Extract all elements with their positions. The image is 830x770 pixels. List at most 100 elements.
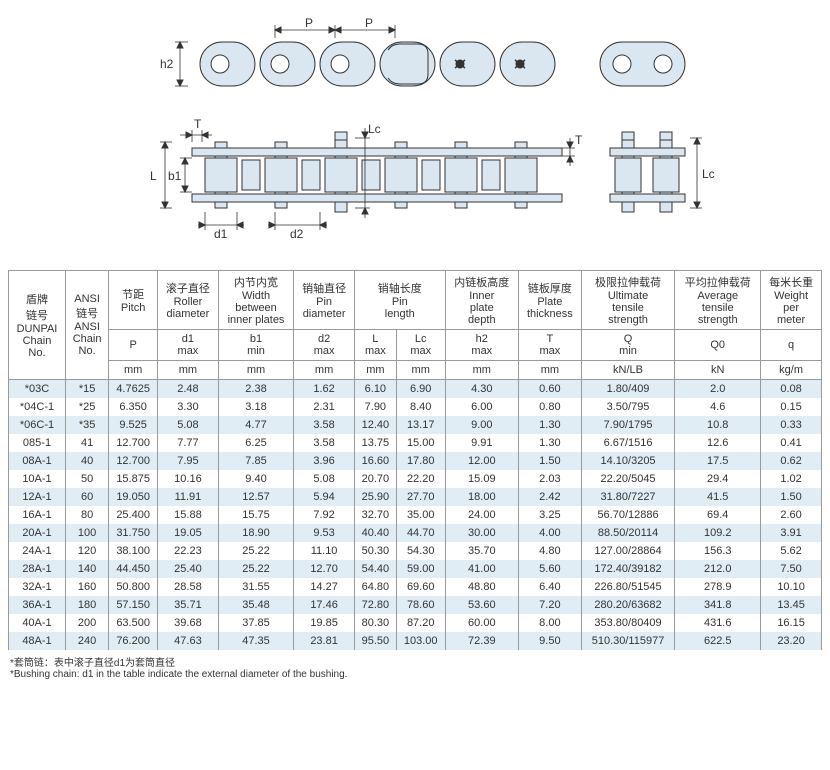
table-cell: 40A-1 xyxy=(9,614,66,632)
table-cell: 14.10/3205 xyxy=(581,452,674,470)
table-cell: 9.50 xyxy=(518,632,581,650)
table-cell: 72.80 xyxy=(354,596,396,614)
table-cell: 17.5 xyxy=(675,452,761,470)
col-unit: mm xyxy=(396,361,445,380)
table-cell: 56.70/12886 xyxy=(581,506,674,524)
table-cell: 3.50/795 xyxy=(581,398,674,416)
table-cell: 160 xyxy=(65,578,108,596)
table-row: 12A-16019.05011.9112.575.9425.9027.7018.… xyxy=(9,488,822,506)
table-cell: 41.00 xyxy=(445,560,518,578)
col-header: 每米长重Weightpermeter xyxy=(761,271,822,330)
col-symbol: Tmax xyxy=(518,330,581,361)
table-cell: 6.67/1516 xyxy=(581,434,674,452)
table-cell: 4.6 xyxy=(675,398,761,416)
table-cell: 120 xyxy=(65,542,108,560)
table-cell: 4.77 xyxy=(218,416,293,434)
table-cell: 0.33 xyxy=(761,416,822,434)
table-cell: 15.75 xyxy=(218,506,293,524)
table-cell: 22.23 xyxy=(158,542,219,560)
table-cell: 7.20 xyxy=(518,596,581,614)
table-cell: 25.400 xyxy=(109,506,158,524)
table-cell: 17.80 xyxy=(396,452,445,470)
table-cell: 72.39 xyxy=(445,632,518,650)
col-header: 销轴长度Pinlength xyxy=(354,271,445,330)
col-unit: mm xyxy=(518,361,581,380)
dim-d2: d2 xyxy=(290,227,304,241)
table-cell: 3.91 xyxy=(761,524,822,542)
table-cell: *03C xyxy=(9,380,66,399)
table-cell: 5.62 xyxy=(761,542,822,560)
table-cell: 41 xyxy=(65,434,108,452)
table-cell: 3.58 xyxy=(294,434,355,452)
table-cell: 60 xyxy=(65,488,108,506)
table-cell: 27.70 xyxy=(396,488,445,506)
table-cell: 3.25 xyxy=(518,506,581,524)
col-unit: mm xyxy=(158,361,219,380)
table-row: 10A-15015.87510.169.405.0820.7022.2015.0… xyxy=(9,470,822,488)
dim-d1: d1 xyxy=(214,227,228,241)
table-cell: 31.750 xyxy=(109,524,158,542)
table-cell: 4.80 xyxy=(518,542,581,560)
table-cell: 10.10 xyxy=(761,578,822,596)
table-row: 48A-124076.20047.6347.3523.8195.50103.00… xyxy=(9,632,822,650)
table-cell: 3.58 xyxy=(294,416,355,434)
dim-p2: P xyxy=(365,16,373,30)
table-cell: 100 xyxy=(65,524,108,542)
table-cell: 88.50/20114 xyxy=(581,524,674,542)
table-cell: 2.03 xyxy=(518,470,581,488)
table-cell: 2.48 xyxy=(158,380,219,399)
table-cell: 1.80/409 xyxy=(581,380,674,399)
table-cell: 103.00 xyxy=(396,632,445,650)
table-cell: 1.50 xyxy=(518,452,581,470)
table-cell: *15 xyxy=(65,380,108,399)
col-symbol: Q0 xyxy=(675,330,761,361)
table-cell: 5.60 xyxy=(518,560,581,578)
table-cell: 78.60 xyxy=(396,596,445,614)
table-cell: 0.15 xyxy=(761,398,822,416)
table-row: *06C-1*359.5255.084.773.5812.4013.179.00… xyxy=(9,416,822,434)
table-cell: 15.88 xyxy=(158,506,219,524)
table-cell: 7.90 xyxy=(354,398,396,416)
table-cell: 39.68 xyxy=(158,614,219,632)
table-cell: 48.80 xyxy=(445,578,518,596)
table-cell: 140 xyxy=(65,560,108,578)
col-header: 销轴直径Pindiameter xyxy=(294,271,355,330)
col-symbol: Lcmax xyxy=(396,330,445,361)
footnote-en: *Bushing chain: d1 in the table indicate… xyxy=(10,669,820,680)
table-cell: 35.48 xyxy=(218,596,293,614)
table-cell: 13.45 xyxy=(761,596,822,614)
table-cell: 22.20/5045 xyxy=(581,470,674,488)
table-cell: 2.60 xyxy=(761,506,822,524)
table-cell: 54.30 xyxy=(396,542,445,560)
table-cell: 6.90 xyxy=(396,380,445,399)
table-cell: 12.700 xyxy=(109,452,158,470)
dim-l: L xyxy=(150,169,157,183)
table-cell: 180 xyxy=(65,596,108,614)
table-cell: 278.9 xyxy=(675,578,761,596)
table-cell: 76.200 xyxy=(109,632,158,650)
table-cell: *25 xyxy=(65,398,108,416)
table-cell: 3.30 xyxy=(158,398,219,416)
col-header: 节距Pitch xyxy=(109,271,158,330)
table-cell: 1.02 xyxy=(761,470,822,488)
col-header: 极限拉伸载荷Ultimatetensilestrength xyxy=(581,271,674,330)
table-cell: 2.42 xyxy=(518,488,581,506)
col-header: 链板厚度Platethickness xyxy=(518,271,581,330)
table-cell: 64.80 xyxy=(354,578,396,596)
table-cell: 13.17 xyxy=(396,416,445,434)
table-cell: 6.00 xyxy=(445,398,518,416)
col-symbol: q xyxy=(761,330,822,361)
table-cell: 9.00 xyxy=(445,416,518,434)
table-cell: 38.100 xyxy=(109,542,158,560)
footnote-cn: *套筒链：表中滚子直径d1为套筒直径 xyxy=(10,654,820,669)
dim-b1: b1 xyxy=(168,169,182,183)
table-cell: 31.55 xyxy=(218,578,293,596)
table-row: 24A-112038.10022.2325.2211.1050.3054.303… xyxy=(9,542,822,560)
table-body: *03C*154.76252.482.381.626.106.904.300.6… xyxy=(9,380,822,651)
col-unit: mm xyxy=(354,361,396,380)
table-cell: 6.10 xyxy=(354,380,396,399)
table-cell: 18.90 xyxy=(218,524,293,542)
table-cell: 13.75 xyxy=(354,434,396,452)
col-unit: kN xyxy=(675,361,761,380)
table-cell: 23.20 xyxy=(761,632,822,650)
